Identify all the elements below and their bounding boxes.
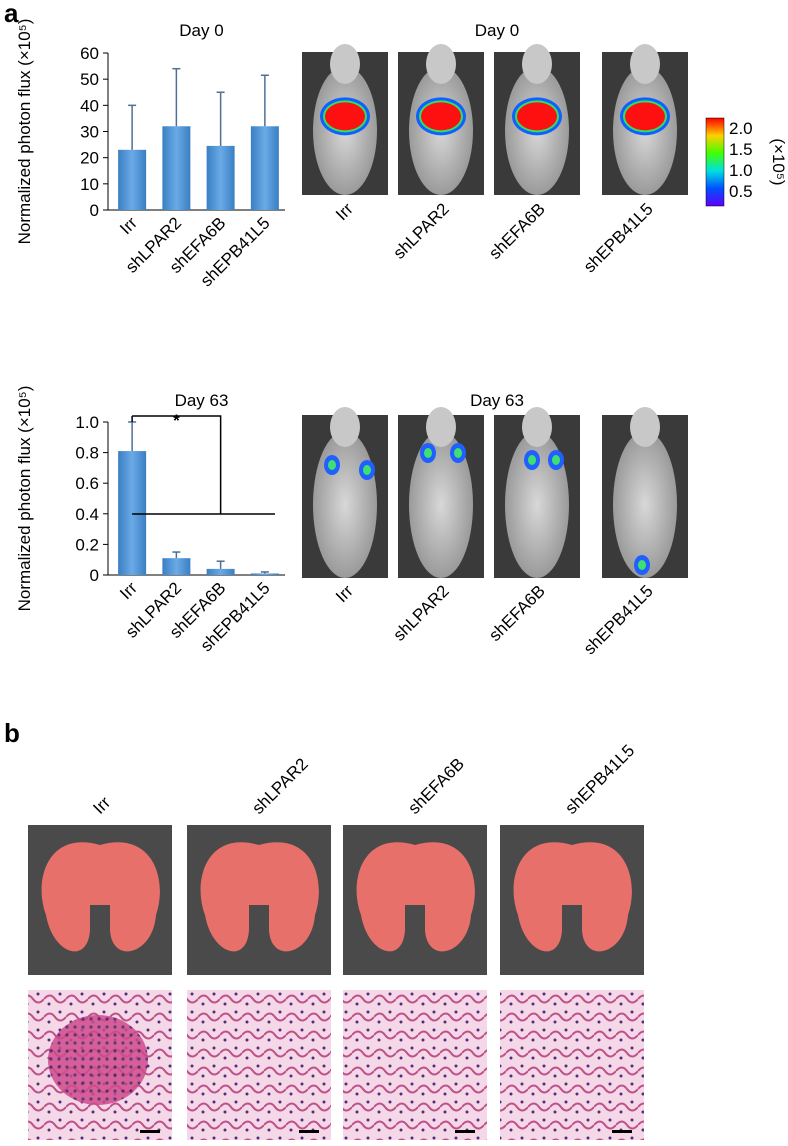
- lung: [41, 842, 160, 952]
- error-bar: [216, 91, 225, 146]
- colorbar-tick-label: 2.0: [729, 119, 753, 138]
- mouse-head: [522, 44, 552, 84]
- y-tick-label: 40: [80, 96, 99, 115]
- scale-bar: [140, 1130, 160, 1133]
- image-label: shEFA6B: [485, 581, 549, 645]
- lung: [356, 842, 475, 952]
- image-label: Irr: [332, 199, 357, 224]
- signal: [528, 455, 536, 465]
- bar: [118, 149, 147, 210]
- colorbar-tick-label: 1.0: [729, 161, 753, 180]
- bar: [250, 573, 279, 575]
- error-bar: [128, 104, 137, 150]
- x-tick-label: Irr: [116, 213, 141, 238]
- y-tick-label: 0: [90, 566, 99, 585]
- y-tick-label: 10: [80, 175, 99, 194]
- error-bar: [216, 560, 225, 569]
- image-label: shLPAR2: [389, 199, 452, 262]
- mouse-body: [313, 431, 377, 578]
- y-tick-label: 30: [80, 123, 99, 142]
- image-label: shEPB41L5: [580, 199, 657, 276]
- y-tick-label: 0.2: [75, 535, 99, 554]
- bar: [162, 558, 191, 575]
- colorbar-tick-label: 1.5: [729, 140, 753, 159]
- histology: [187, 990, 331, 1140]
- signal: [363, 465, 371, 475]
- signal: [638, 560, 646, 570]
- chart-title: Day 0: [179, 21, 223, 40]
- column-label: shEPB41L5: [561, 741, 638, 818]
- signal: [424, 448, 432, 458]
- panel-label: a: [4, 0, 19, 28]
- mouse-head: [522, 407, 552, 447]
- colorbar-tick-label: 0.5: [729, 182, 753, 201]
- column-label: shLPAR2: [248, 754, 311, 817]
- mouse-head: [330, 407, 360, 447]
- image-label: Irr: [332, 581, 357, 606]
- scale-bar: [455, 1130, 475, 1133]
- bar: [118, 451, 147, 575]
- y-tick-label: 20: [80, 149, 99, 168]
- mouse-head: [630, 44, 660, 84]
- column-label: shEFA6B: [404, 754, 468, 818]
- y-tick-label: 0.6: [75, 474, 99, 493]
- image-label: shEFA6B: [485, 199, 549, 263]
- y-tick-label: 0: [90, 201, 99, 220]
- mouse-head: [630, 407, 660, 447]
- mouse-head: [426, 407, 456, 447]
- colorbar-unit: (×10⁵): [769, 138, 788, 185]
- colorbar: [705, 117, 725, 207]
- error-bar: [172, 551, 181, 559]
- y-tick-label: 0.8: [75, 444, 99, 463]
- histology-lesion: [48, 1015, 148, 1105]
- bar: [162, 126, 191, 210]
- error-bar: [128, 421, 137, 452]
- signal: [454, 448, 462, 458]
- image-label: shEPB41L5: [580, 581, 657, 658]
- y-tick-label: 50: [80, 70, 99, 89]
- y-tick-label: 0.4: [75, 505, 99, 524]
- error-bar: [260, 571, 269, 574]
- lung: [513, 842, 632, 952]
- signal: [552, 455, 560, 465]
- bar: [206, 145, 235, 210]
- significance-bracket: [131, 415, 275, 515]
- signal: [328, 460, 336, 470]
- panel-label: b: [4, 718, 20, 748]
- scale-bar: [299, 1130, 319, 1133]
- image-title: Day 63: [470, 391, 524, 410]
- mouse-head: [426, 44, 456, 84]
- y-axis-label: Normalized photon flux (×10⁵): [15, 19, 34, 245]
- error-bar: [260, 74, 269, 127]
- error-bar: [172, 67, 181, 127]
- histology: [343, 990, 487, 1140]
- y-tick-label: 60: [80, 44, 99, 63]
- signal: [421, 102, 461, 131]
- mouse-body: [409, 431, 473, 578]
- signal: [517, 102, 557, 131]
- image-label: shLPAR2: [389, 581, 452, 644]
- mouse-body: [613, 431, 677, 578]
- x-tick-label: Irr: [116, 578, 141, 603]
- y-axis-label: Normalized photon flux (×10⁵): [15, 386, 34, 612]
- image-title: Day 0: [475, 21, 519, 40]
- signal: [325, 102, 365, 131]
- annotation: *: [173, 411, 180, 430]
- images: [302, 44, 688, 578]
- mouse-head: [330, 44, 360, 84]
- histology: [500, 990, 644, 1140]
- column-label: Irr: [89, 793, 114, 818]
- y-tick-label: 1.0: [75, 413, 99, 432]
- bar: [250, 126, 279, 210]
- lung: [200, 842, 319, 952]
- bar: [206, 568, 235, 575]
- chart-title: Day 63: [175, 391, 229, 410]
- scale-bar: [612, 1130, 632, 1133]
- signal: [625, 102, 665, 131]
